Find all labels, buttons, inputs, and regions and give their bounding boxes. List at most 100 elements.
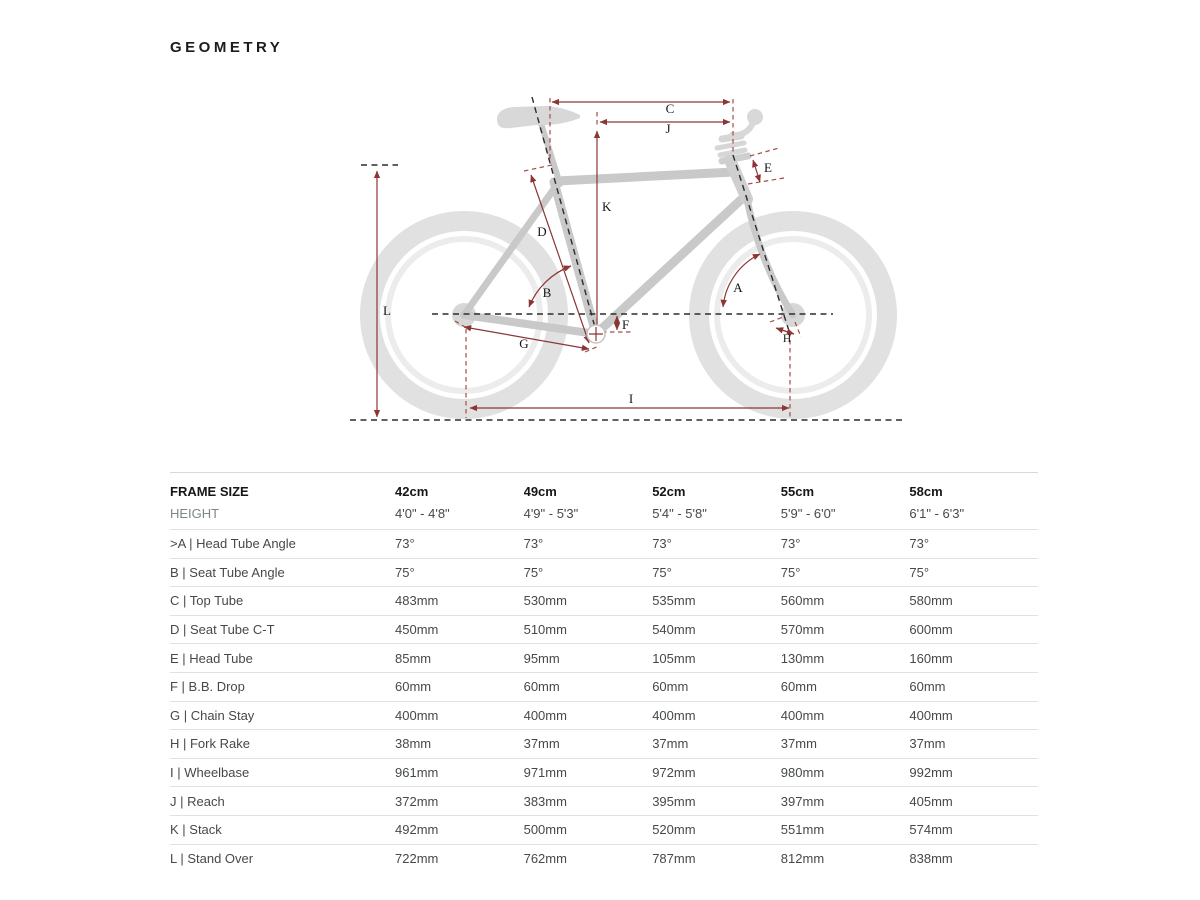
geometry-row-label: K | Stack — [170, 822, 222, 838]
geometry-row: F | B.B. Drop 60mm 60mm 60mm 60mm 60mm — [170, 671, 1038, 701]
geometry-value-cell: 95mm — [523, 650, 560, 666]
geometry-value-cell: 60mm — [909, 679, 946, 695]
geometry-row: G | Chain Stay 400mm 400mm 400mm 400mm 400mm — [170, 700, 1038, 730]
geometry-value-cell: 530mm — [523, 593, 567, 609]
geometry-value-cell: 400mm — [780, 707, 825, 723]
geometry-row-label: I | Wheelbase — [170, 765, 250, 781]
geometry-value-cell: 397mm — [780, 793, 825, 809]
size-column-header: 58cm — [909, 483, 943, 499]
geometry-row: L | Stand Over 722mm 762mm 787mm 812mm 838mm — [170, 843, 1038, 873]
geometry-row-label: J | Reach — [170, 793, 225, 809]
geometry-value-cell: 37mm — [652, 736, 689, 752]
dimension-labels: C J K D E B A F G H I L — [383, 101, 791, 406]
size-column-header: 49cm — [523, 483, 557, 499]
height-label: HEIGHT — [170, 505, 220, 521]
dim-label-a: A — [733, 280, 743, 295]
dim-label-k: K — [602, 199, 612, 214]
geometry-value-cell: 971mm — [523, 765, 567, 781]
axis-lines — [350, 96, 906, 421]
saddle — [496, 106, 580, 129]
stem-and-handlebar — [714, 109, 763, 165]
dim-label-l: L — [383, 303, 391, 318]
dimension-lines — [373, 98, 795, 418]
geometry-value-cell: 37mm — [780, 736, 817, 752]
height-value-cell: 5'4" - 5'8" — [652, 505, 707, 521]
geometry-row-label: >A | Head Tube Angle — [170, 536, 296, 552]
geometry-value-cell: 75° — [523, 564, 544, 580]
size-column-header: 42cm — [395, 483, 429, 499]
geometry-value-cell: 980mm — [780, 765, 825, 781]
dim-label-e: E — [764, 160, 772, 175]
frame-size-label: FRAME SIZE — [170, 483, 249, 499]
geometry-row-label: B | Seat Tube Angle — [170, 564, 285, 580]
dim-label-c: C — [666, 101, 675, 116]
geometry-value-cell: 85mm — [395, 650, 432, 666]
geometry-value-cell: 75° — [395, 564, 415, 580]
dim-label-f: F — [622, 317, 629, 332]
geometry-value-cell: 37mm — [523, 736, 560, 752]
geometry-value-cell: 60mm — [523, 679, 560, 695]
geometry-table-body: >A | Head Tube Angle 73° 73° 73° 73° 73° B | S… — [170, 529, 1038, 872]
height-row: HEIGHT 4'0" - 4'8" 4'9" - 5'3" 5'4" - 5'8"… — [170, 502, 1038, 524]
bike-diagram-svg: C J K D E B A F G H I L — [350, 96, 906, 421]
geometry-table: FRAME SIZE 42cm 49cm 52cm 55cm 58cm HEIGHT 4… — [170, 472, 1038, 872]
geometry-value-cell: 787mm — [652, 850, 696, 866]
geometry-value-cell: 961mm — [395, 765, 439, 781]
geometry-row: H | Fork Rake 38mm 37mm 37mm 37mm 37mm — [170, 729, 1038, 758]
front-wheel — [689, 211, 897, 419]
geometry-row: D | Seat Tube C-T 450mm 510mm 540mm 570mm 600… — [170, 614, 1038, 644]
extension-ticks — [454, 98, 802, 418]
dim-label-g: G — [519, 336, 528, 351]
geometry-value-cell: 60mm — [395, 679, 432, 695]
geometry-value-cell: 520mm — [652, 822, 696, 838]
geometry-value-cell: 483mm — [395, 593, 439, 609]
bike-geometry-diagram: C J K D E B A F G H I L — [340, 80, 920, 450]
geometry-row: I | Wheelbase 961mm 971mm 972mm 980mm 992mm — [170, 757, 1038, 787]
geometry-row-label: L | Stand Over — [170, 850, 254, 866]
frame-size-row: FRAME SIZE 42cm 49cm 52cm 55cm 58cm — [170, 480, 1038, 502]
geometry-value-cell: 560mm — [780, 593, 825, 609]
bottom-bracket-marker — [586, 324, 606, 344]
geometry-value-cell: 722mm — [395, 850, 439, 866]
geometry-value-cell: 73° — [395, 536, 415, 552]
size-column-header: 55cm — [780, 483, 815, 499]
geometry-value-cell: 570mm — [780, 622, 825, 638]
page-title: GEOMETRY — [170, 39, 284, 56]
geometry-row: >A | Head Tube Angle 73° 73° 73° 73° 73° — [170, 529, 1038, 558]
geometry-row-label: C | Top Tube — [170, 593, 244, 609]
height-value-cell: 6'1" - 6'3" — [909, 505, 965, 521]
geometry-value-cell: 535mm — [652, 593, 696, 609]
dim-label-h: H — [783, 333, 791, 345]
geometry-value-cell: 600mm — [909, 622, 953, 638]
geometry-value-cell: 400mm — [395, 707, 439, 723]
geometry-value-cell: 73° — [909, 536, 930, 552]
geometry-row: C | Top Tube 483mm 530mm 535mm 560mm 580mm — [170, 586, 1038, 615]
geometry-value-cell: 75° — [909, 564, 930, 580]
geometry-value-cell: 73° — [780, 536, 801, 552]
geometry-row-label: H | Fork Rake — [170, 736, 250, 752]
geometry-row: B | Seat Tube Angle 75° 75° 75° 75° 75° — [170, 557, 1038, 587]
geometry-value-cell: 580mm — [909, 593, 953, 609]
geometry-value-cell: 450mm — [395, 622, 439, 638]
geometry-value-cell: 130mm — [780, 650, 825, 666]
geometry-value-cell: 73° — [652, 536, 672, 552]
geometry-value-cell: 60mm — [652, 679, 689, 695]
geometry-value-cell: 160mm — [909, 650, 953, 666]
geometry-row-label: G | Chain Stay — [170, 707, 255, 723]
geometry-value-cell: 762mm — [523, 850, 567, 866]
geometry-table-header: FRAME SIZE 42cm 49cm 52cm 55cm 58cm HEIGHT 4… — [170, 472, 1038, 529]
size-column-header: 52cm — [652, 483, 686, 499]
geometry-value-cell: 105mm — [652, 650, 696, 666]
dim-label-i: I — [629, 391, 633, 406]
geometry-value-cell: 395mm — [652, 793, 696, 809]
geometry-value-cell: 37mm — [909, 736, 946, 752]
geometry-row-label: D | Seat Tube C-T — [170, 622, 275, 638]
geometry-row: J | Reach 372mm 383mm 395mm 397mm 405mm — [170, 786, 1038, 815]
geometry-value-cell: 972mm — [652, 765, 696, 781]
height-value-cell: 4'9" - 5'3" — [523, 505, 579, 521]
geometry-value-cell: 73° — [523, 536, 544, 552]
geometry-value-cell: 812mm — [780, 850, 825, 866]
geometry-value-cell: 510mm — [523, 622, 567, 638]
dim-label-b: B — [543, 285, 552, 300]
geometry-value-cell: 540mm — [652, 622, 696, 638]
